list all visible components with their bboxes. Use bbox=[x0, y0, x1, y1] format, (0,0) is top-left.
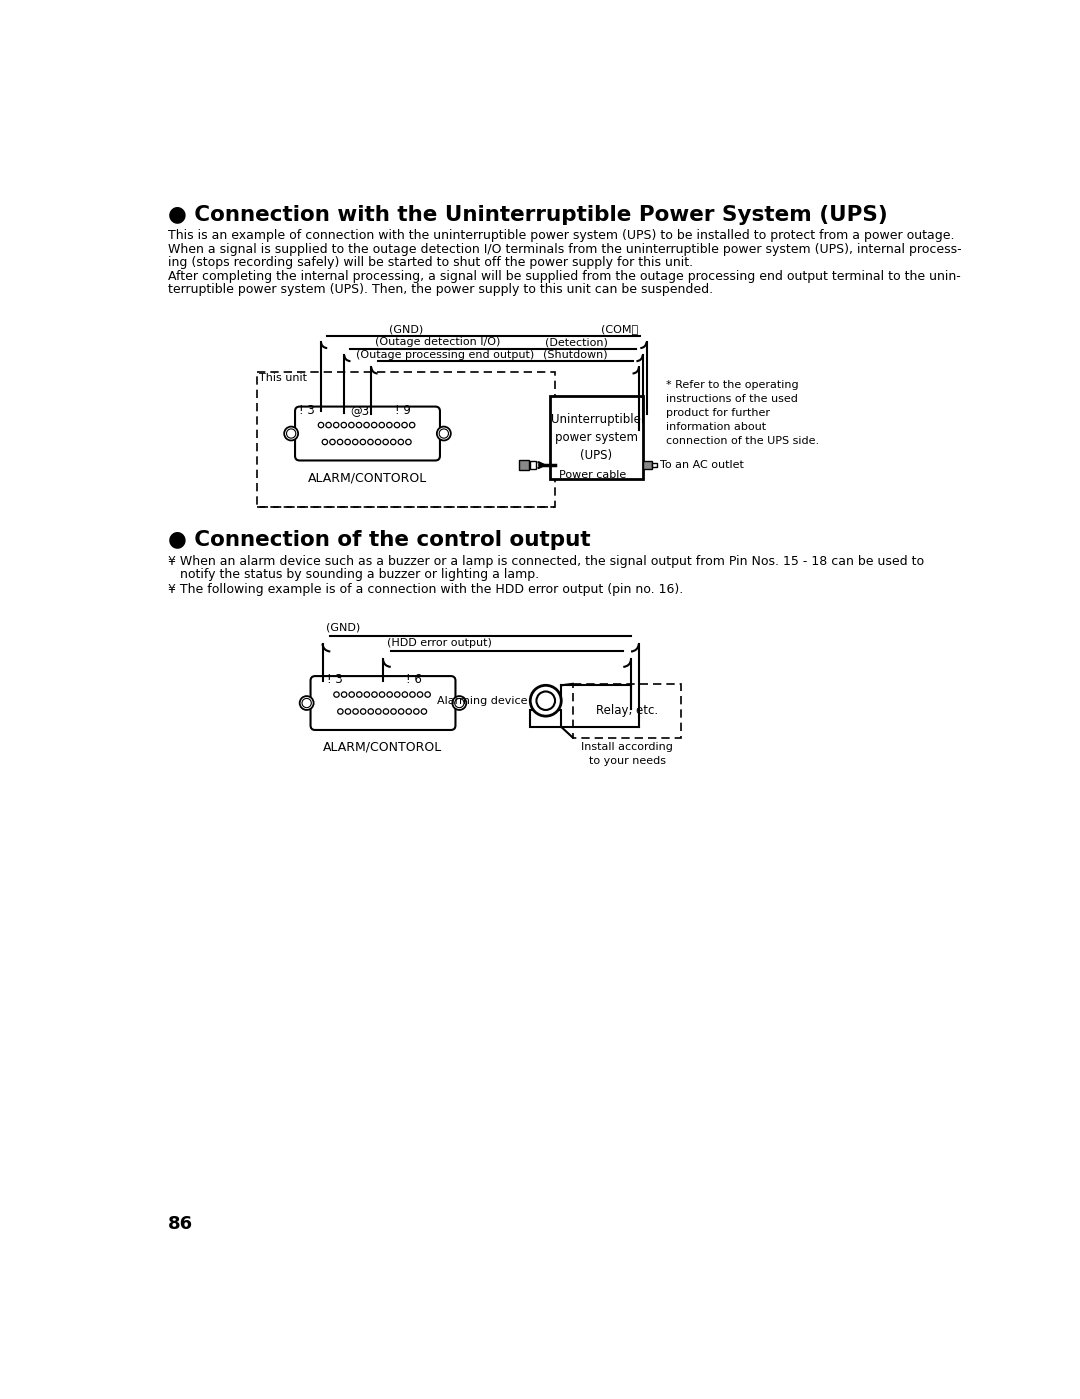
FancyBboxPatch shape bbox=[311, 676, 456, 730]
Text: 86: 86 bbox=[167, 1216, 192, 1233]
Circle shape bbox=[453, 697, 467, 709]
Text: This is an example of connection with the uninterruptible power system (UPS) to : This is an example of connection with th… bbox=[167, 229, 954, 242]
Text: This unit: This unit bbox=[259, 374, 307, 383]
Text: ¥ The following example is of a connection with the HDD error output (pin no. 16: ¥ The following example is of a connecti… bbox=[167, 583, 683, 596]
Circle shape bbox=[284, 427, 298, 441]
Text: @3: @3 bbox=[350, 404, 369, 417]
Text: (Outage processing end output): (Outage processing end output) bbox=[356, 350, 535, 360]
Text: ¥ When an alarm device such as a buzzer or a lamp is connected, the signal outpu: ¥ When an alarm device such as a buzzer … bbox=[167, 555, 923, 568]
Bar bbox=[550, 396, 643, 478]
Text: After completing the internal processing, a signal will be supplied from the out: After completing the internal processing… bbox=[167, 270, 960, 283]
Text: Install according
to your needs: Install according to your needs bbox=[581, 743, 673, 765]
Circle shape bbox=[299, 697, 313, 709]
Bar bbox=[652, 463, 657, 467]
Text: ! 3: ! 3 bbox=[299, 404, 315, 417]
Text: Uninterruptible
power system
(UPS): Uninterruptible power system (UPS) bbox=[551, 413, 642, 462]
Text: (Detection): (Detection) bbox=[545, 337, 608, 347]
Text: ● Connection with the Uninterruptible Power System (UPS): ● Connection with the Uninterruptible Po… bbox=[167, 204, 888, 225]
Text: ! 9: ! 9 bbox=[395, 404, 411, 417]
Text: terruptible power system (UPS). Then, the power supply to this unit can be suspe: terruptible power system (UPS). Then, th… bbox=[167, 284, 713, 297]
Text: (GND): (GND) bbox=[326, 623, 361, 632]
Text: ● Connection of the control output: ● Connection of the control output bbox=[167, 530, 590, 550]
Text: Power cable: Power cable bbox=[559, 470, 626, 480]
Text: (Outage detection I/O): (Outage detection I/O) bbox=[375, 337, 500, 347]
Text: Alarming device: Alarming device bbox=[437, 695, 528, 705]
Text: ! 6: ! 6 bbox=[406, 673, 422, 686]
Text: ALARM/CONTOROL: ALARM/CONTOROL bbox=[308, 471, 427, 484]
Circle shape bbox=[437, 427, 450, 441]
Text: * Refer to the operating
instructions of the used
product for further
informatio: * Refer to the operating instructions of… bbox=[666, 381, 819, 446]
Text: ! 3: ! 3 bbox=[327, 673, 343, 686]
Text: To an AC outlet: To an AC outlet bbox=[660, 460, 743, 470]
FancyBboxPatch shape bbox=[295, 407, 440, 460]
Text: notify the status by sounding a buzzer or lighting a lamp.: notify the status by sounding a buzzer o… bbox=[167, 568, 539, 581]
Bar bbox=[519, 460, 529, 470]
Circle shape bbox=[530, 686, 562, 716]
Bar bbox=[530, 462, 537, 469]
Text: (COM）: (COM） bbox=[600, 325, 638, 334]
Bar bbox=[257, 372, 555, 506]
Text: ALARM/CONTOROL: ALARM/CONTOROL bbox=[323, 740, 443, 754]
Text: (HDD error output): (HDD error output) bbox=[387, 638, 491, 648]
Text: ing (stops recording safely) will be started to shut off the power supply for th: ing (stops recording safely) will be sta… bbox=[167, 256, 692, 270]
Bar bbox=[530, 709, 562, 727]
Bar bbox=[643, 462, 652, 469]
Text: When a signal is supplied to the outage detection I/O terminals from the uninter: When a signal is supplied to the outage … bbox=[167, 243, 961, 256]
Text: (Shutdown): (Shutdown) bbox=[543, 350, 608, 360]
Text: Relay, etc.: Relay, etc. bbox=[596, 704, 658, 718]
Text: (GND): (GND) bbox=[389, 325, 423, 334]
Bar bbox=[572, 684, 681, 737]
